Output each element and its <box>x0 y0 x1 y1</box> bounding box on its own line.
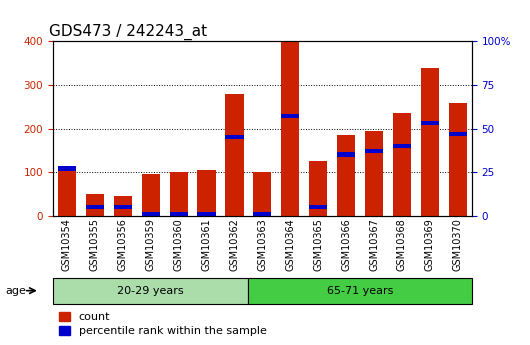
Bar <box>86 194 104 216</box>
Bar <box>393 113 411 216</box>
Bar <box>142 174 160 216</box>
Bar <box>58 168 76 216</box>
Text: 65-71 years: 65-71 years <box>327 286 393 296</box>
Bar <box>225 135 243 139</box>
Bar <box>170 212 188 216</box>
Bar <box>142 212 160 216</box>
Bar <box>421 121 439 126</box>
Text: 20-29 years: 20-29 years <box>117 286 184 296</box>
Bar <box>198 170 216 216</box>
Bar <box>86 205 104 209</box>
Text: age: age <box>5 286 26 296</box>
Bar <box>225 93 243 216</box>
Bar <box>337 152 355 157</box>
Bar <box>170 172 188 216</box>
Bar <box>365 131 383 216</box>
Bar <box>449 131 467 136</box>
Bar <box>309 161 327 216</box>
Bar <box>58 166 76 171</box>
Text: GDS473 / 242243_at: GDS473 / 242243_at <box>49 24 207 40</box>
Bar <box>114 205 132 209</box>
Bar <box>281 41 299 216</box>
Bar <box>253 212 271 216</box>
Bar <box>421 68 439 216</box>
Bar <box>449 103 467 216</box>
Bar <box>198 212 216 216</box>
Bar <box>253 172 271 216</box>
Bar <box>309 205 327 209</box>
Legend: count, percentile rank within the sample: count, percentile rank within the sample <box>58 312 267 336</box>
Bar <box>281 114 299 118</box>
Bar <box>337 135 355 216</box>
Bar <box>393 144 411 148</box>
Bar <box>114 196 132 216</box>
Bar <box>365 149 383 153</box>
